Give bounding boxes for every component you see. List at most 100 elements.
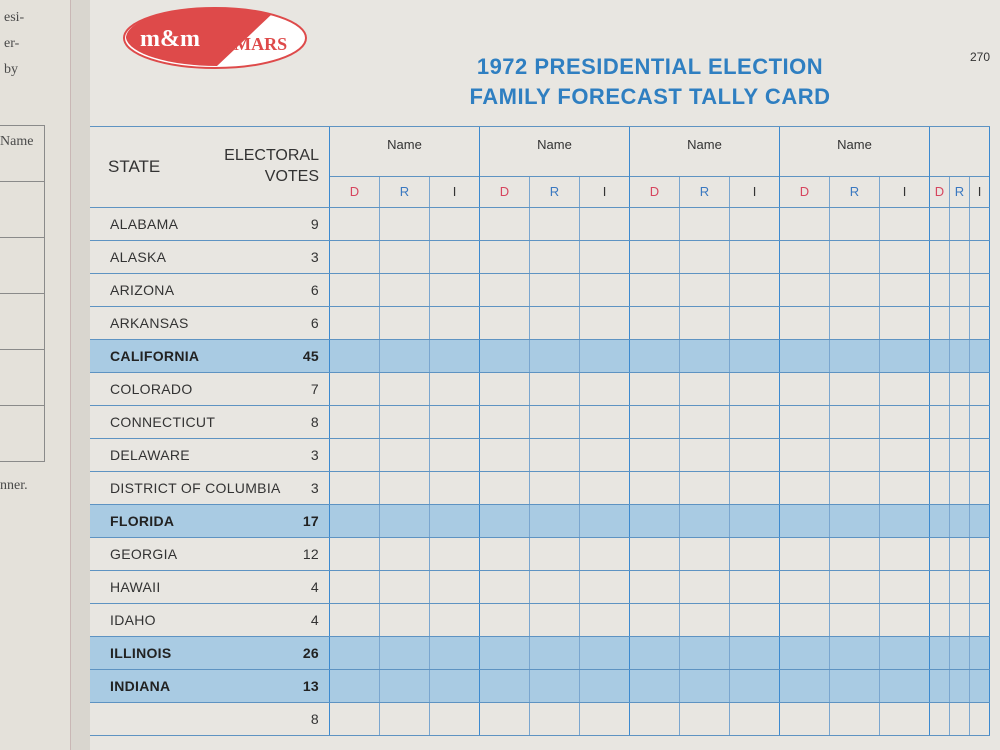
- tally-cell-i[interactable]: [730, 406, 779, 438]
- tally-cell-r[interactable]: [680, 670, 730, 702]
- tally-cell-d[interactable]: [330, 274, 380, 306]
- tally-cell-i[interactable]: [730, 505, 779, 537]
- tally-cell-r[interactable]: [680, 406, 730, 438]
- tally-cell-i[interactable]: [580, 208, 629, 240]
- tally-cell-r[interactable]: [830, 604, 880, 636]
- tally-cell-d[interactable]: [480, 406, 530, 438]
- tally-cell-i[interactable]: [730, 307, 779, 339]
- tally-cell-d[interactable]: [630, 406, 680, 438]
- tally-cell-r[interactable]: [950, 538, 970, 570]
- tally-cell-d[interactable]: [780, 670, 830, 702]
- tally-cell-i[interactable]: [580, 571, 629, 603]
- tally-cell-d[interactable]: [480, 670, 530, 702]
- tally-cell-r[interactable]: [380, 670, 430, 702]
- tally-cell-i[interactable]: [970, 472, 989, 504]
- tally-cell-r[interactable]: [680, 307, 730, 339]
- tally-cell-i[interactable]: [880, 406, 929, 438]
- tally-cell-i[interactable]: [880, 703, 929, 735]
- tally-cell-i[interactable]: [730, 439, 779, 471]
- tally-cell-i[interactable]: [970, 274, 989, 306]
- tally-cell-r[interactable]: [530, 637, 580, 669]
- tally-cell-i[interactable]: [970, 208, 989, 240]
- tally-cell-i[interactable]: [970, 406, 989, 438]
- tally-cell-d[interactable]: [630, 571, 680, 603]
- tally-cell-d[interactable]: [630, 670, 680, 702]
- tally-cell-d[interactable]: [780, 241, 830, 273]
- tally-cell-d[interactable]: [330, 538, 380, 570]
- tally-cell-d[interactable]: [930, 241, 950, 273]
- tally-cell-r[interactable]: [830, 472, 880, 504]
- tally-cell-i[interactable]: [880, 208, 929, 240]
- tally-cell-d[interactable]: [930, 670, 950, 702]
- tally-cell-i[interactable]: [580, 373, 629, 405]
- tally-cell-d[interactable]: [330, 208, 380, 240]
- tally-cell-i[interactable]: [970, 571, 989, 603]
- tally-cell-d[interactable]: [780, 340, 830, 372]
- tally-cell-d[interactable]: [480, 307, 530, 339]
- tally-cell-i[interactable]: [430, 472, 479, 504]
- tally-cell-i[interactable]: [430, 571, 479, 603]
- tally-cell-i[interactable]: [970, 703, 989, 735]
- tally-cell-r[interactable]: [530, 538, 580, 570]
- tally-cell-r[interactable]: [680, 703, 730, 735]
- tally-cell-d[interactable]: [780, 472, 830, 504]
- tally-cell-d[interactable]: [330, 241, 380, 273]
- tally-cell-r[interactable]: [380, 340, 430, 372]
- tally-cell-i[interactable]: [880, 637, 929, 669]
- tally-cell-d[interactable]: [780, 571, 830, 603]
- tally-cell-i[interactable]: [430, 373, 479, 405]
- tally-cell-r[interactable]: [950, 703, 970, 735]
- tally-cell-d[interactable]: [630, 505, 680, 537]
- tally-cell-r[interactable]: [380, 439, 430, 471]
- tally-cell-r[interactable]: [950, 208, 970, 240]
- tally-cell-d[interactable]: [930, 604, 950, 636]
- tally-cell-r[interactable]: [950, 670, 970, 702]
- tally-cell-r[interactable]: [950, 340, 970, 372]
- tally-cell-i[interactable]: [730, 340, 779, 372]
- tally-cell-i[interactable]: [880, 241, 929, 273]
- tally-cell-i[interactable]: [880, 604, 929, 636]
- tally-cell-d[interactable]: [330, 406, 380, 438]
- tally-cell-i[interactable]: [730, 241, 779, 273]
- tally-cell-r[interactable]: [830, 637, 880, 669]
- tally-cell-r[interactable]: [530, 670, 580, 702]
- tally-cell-r[interactable]: [680, 340, 730, 372]
- tally-cell-d[interactable]: [780, 505, 830, 537]
- tally-cell-i[interactable]: [580, 406, 629, 438]
- tally-cell-i[interactable]: [580, 637, 629, 669]
- tally-cell-i[interactable]: [730, 637, 779, 669]
- tally-cell-r[interactable]: [380, 703, 430, 735]
- tally-cell-i[interactable]: [730, 670, 779, 702]
- tally-cell-i[interactable]: [430, 703, 479, 735]
- tally-cell-d[interactable]: [930, 637, 950, 669]
- tally-cell-d[interactable]: [930, 538, 950, 570]
- tally-cell-d[interactable]: [330, 340, 380, 372]
- tally-cell-r[interactable]: [380, 571, 430, 603]
- name-field[interactable]: Name: [330, 127, 479, 177]
- tally-cell-i[interactable]: [430, 208, 479, 240]
- tally-cell-d[interactable]: [780, 538, 830, 570]
- tally-cell-d[interactable]: [630, 637, 680, 669]
- tally-cell-i[interactable]: [730, 472, 779, 504]
- tally-cell-r[interactable]: [530, 307, 580, 339]
- tally-cell-d[interactable]: [330, 439, 380, 471]
- tally-cell-r[interactable]: [530, 208, 580, 240]
- tally-cell-i[interactable]: [880, 670, 929, 702]
- tally-cell-i[interactable]: [430, 340, 479, 372]
- tally-cell-d[interactable]: [480, 274, 530, 306]
- tally-cell-i[interactable]: [970, 505, 989, 537]
- tally-cell-r[interactable]: [680, 241, 730, 273]
- tally-cell-i[interactable]: [580, 340, 629, 372]
- tally-cell-d[interactable]: [780, 604, 830, 636]
- tally-cell-i[interactable]: [430, 307, 479, 339]
- tally-cell-i[interactable]: [430, 274, 479, 306]
- tally-cell-d[interactable]: [480, 703, 530, 735]
- tally-cell-r[interactable]: [830, 703, 880, 735]
- tally-cell-i[interactable]: [970, 373, 989, 405]
- tally-cell-d[interactable]: [780, 307, 830, 339]
- tally-cell-r[interactable]: [680, 538, 730, 570]
- tally-cell-d[interactable]: [780, 637, 830, 669]
- tally-cell-r[interactable]: [380, 637, 430, 669]
- tally-cell-r[interactable]: [950, 571, 970, 603]
- tally-cell-r[interactable]: [680, 274, 730, 306]
